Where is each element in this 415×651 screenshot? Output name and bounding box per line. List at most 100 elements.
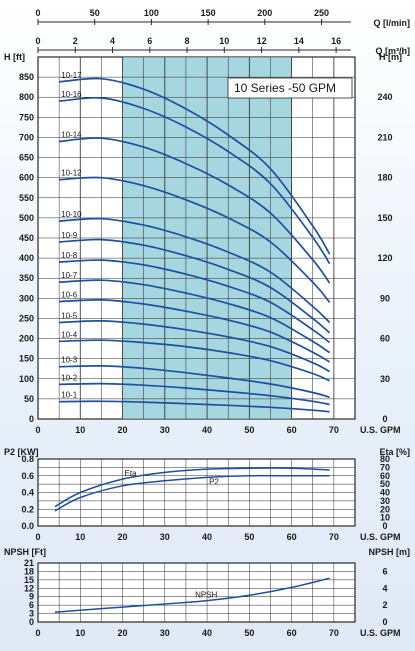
power-y-tick-label: 0.8 [21,454,34,464]
eta-y-tick-label: 50 [380,479,390,489]
eta-y-tick-label: 40 [380,488,390,498]
head-curve-10-12 [59,176,331,303]
npsh-x-axis-label: U.S. GPM [360,628,401,638]
top-axis-m3h-label: Q [m³/h] [376,46,411,56]
curve-label-10-10: 10-10 [61,210,82,219]
npsh-y-tick-label: 9 [29,592,34,602]
curve-label-10-17: 10-17 [61,71,82,80]
power-x-tick-label: 50 [244,532,254,542]
eta-y-tick-label: 80 [380,454,390,464]
curve-label-10-5: 10-5 [61,311,78,320]
head-y-tick-label: 800 [19,92,34,102]
eta-y-tick-label: 10 [380,513,390,523]
eta-y-tick-label: 30 [380,496,390,506]
top-axis-m3h-tick-label: 2 [73,36,78,46]
head-x-tick-label: 0 [35,425,40,435]
head-y-tick-label: 700 [19,132,34,142]
head-y-tick-label-right: 90 [380,293,390,303]
curve-label-10-3: 10-3 [61,356,78,365]
npsh-y-tick-label: 0 [29,617,34,627]
top-axis-m3h-tick-label: 0 [35,36,40,46]
head-curve-10-5 [59,320,330,373]
curve-p2 [54,474,330,512]
top-axis-lmin-tick-label: 250 [314,8,329,18]
eta-y-tick-label: 70 [380,462,390,472]
curve-label-10-12: 10-12 [61,169,82,178]
head-chart: 10-1 10-2 10-3 10-4 10-5 10-6 10-7 10-8 10-9 10-1… [4,52,402,435]
power-y-tick-label: 0.2 [21,504,34,514]
power-x-tick-label: 10 [75,532,85,542]
chart-title: 10 Series -50 GPM [234,81,336,95]
eta-y-axis-label: Eta [%] [379,447,410,457]
npsh-y-tick-label: 6 [29,600,34,610]
npsh-curves: NPSH [54,577,330,613]
npsh-chart-grid [37,562,356,623]
power-y-axis-label: P2 [KW] [4,447,39,457]
head-y-tick-label: 850 [19,72,34,82]
power-x-tick-label: 40 [202,532,212,542]
npsh-y-tick-label: 18 [24,566,34,576]
top-axis-m3h-tick-label: 4 [110,36,115,46]
npsh-x-tick-label: 10 [75,628,85,638]
head-curve-10-16 [59,96,331,265]
head-y-tick-label: 650 [19,153,34,163]
top-axis-m3h-tick-label: 16 [331,36,341,46]
head-y-tick-label-right: 60 [380,334,390,344]
npsh-y-tick-label-right: 2 [382,600,387,610]
power-x-ticks: 0 10 20 30 40 50 60 70 [35,532,338,542]
head-y-tick-label: 200 [19,334,34,344]
top-axis-lmin-label: Q [l/min] [374,18,411,28]
npsh-x-tick-label: 50 [244,628,254,638]
head-curve-10-4 [59,339,330,382]
head-curve-10-9 [59,238,331,334]
power-x-tick-label: 20 [118,532,128,542]
curve-label-10-8: 10-8 [61,251,78,260]
head-x-tick-label: 30 [160,425,170,435]
npsh-y-tick-label: 21 [24,558,34,568]
head-curve-10-6 [59,298,331,363]
top-axis-m3h-tick-label: 6 [147,36,152,46]
head-y-tick-label-right: 150 [377,213,392,223]
curve-label-10-6: 10-6 [61,291,78,300]
head-y-tick-label: 400 [19,253,34,263]
power-x-tick-label: 70 [329,532,339,542]
curve-eta [54,467,330,508]
top-axis-lmin-tick-label: 50 [90,8,100,18]
power-y-ticks: 0.0 0.2 0.4 0.6 0.8 [21,454,34,531]
curve-label-10-16: 10-16 [61,90,82,99]
top-axis-lmin-tick-label: 200 [257,8,272,18]
head-y-tick-label-right: 240 [377,92,392,102]
head-curve-10-1 [59,400,330,413]
power-x-tick-label: 60 [287,532,297,542]
head-y-tick-label: 750 [19,112,34,122]
npsh-y-axis-label: NPSH [Ft] [4,547,46,557]
curve-label-10-9: 10-9 [61,231,78,240]
head-y-tick-label-right: 120 [377,253,392,263]
head-y-tick-label: 300 [19,293,34,303]
power-x-tick-label: 30 [160,532,170,542]
head-curve-10-2 [59,382,330,406]
head-y-tick-label: 500 [19,213,34,223]
npsh-x-ticks: 0 10 20 30 40 50 60 70 [35,628,338,638]
head-y-ticks: 0 50 100 150 200 250 300 350 400 450 500 550 600 650 7… [19,72,34,424]
head-curve-10-10 [59,217,331,324]
curve-label-p2: P2 [209,477,219,486]
curve-label-10-1: 10-1 [61,391,78,400]
npsh-y-tick-label-right: 6 [382,566,387,576]
head-y-tick-label: 50 [24,394,34,404]
head-curve-10-8 [59,259,331,344]
head-y-tick-label-right: 180 [377,173,392,183]
head-chart-grid [37,56,356,420]
top-axis-m3h-tick-label: 14 [294,36,304,46]
head-x-tick-label: 20 [118,425,128,435]
head-y-tick-label: 150 [19,354,34,364]
head-curve-10-7 [59,279,331,354]
head-curves: 10-1 10-2 10-3 10-4 10-5 10-6 10-7 10-8 10-9 10-1… [59,71,331,413]
curve-label-10-14: 10-14 [61,130,82,139]
curve-label-eta: Eta [125,469,138,478]
head-y-tick-label-right: 210 [377,132,392,142]
head-x-tick-label: 10 [75,425,85,435]
